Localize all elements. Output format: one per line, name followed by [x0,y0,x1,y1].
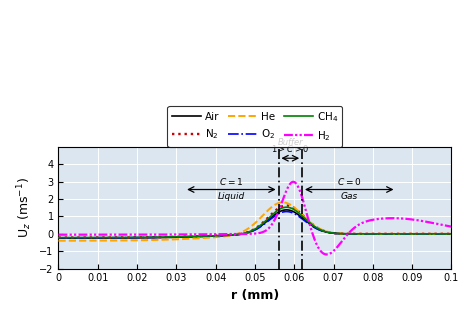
Text: Gas: Gas [341,192,358,201]
Y-axis label: U$_z$ (ms$^{-1}$): U$_z$ (ms$^{-1}$) [15,177,34,238]
Text: $1>C>0$: $1>C>0$ [271,143,310,154]
Legend: Air, N$_2$, He, O$_2$, CH$_4$, H$_2$: Air, N$_2$, He, O$_2$, CH$_4$, H$_2$ [167,106,342,147]
Text: $C=0$: $C=0$ [337,177,362,187]
Text: Liquid: Liquid [218,192,245,201]
X-axis label: r (mm): r (mm) [231,289,279,302]
Text: $C=1$: $C=1$ [219,177,244,187]
Text: Buffer: Buffer [277,138,303,147]
